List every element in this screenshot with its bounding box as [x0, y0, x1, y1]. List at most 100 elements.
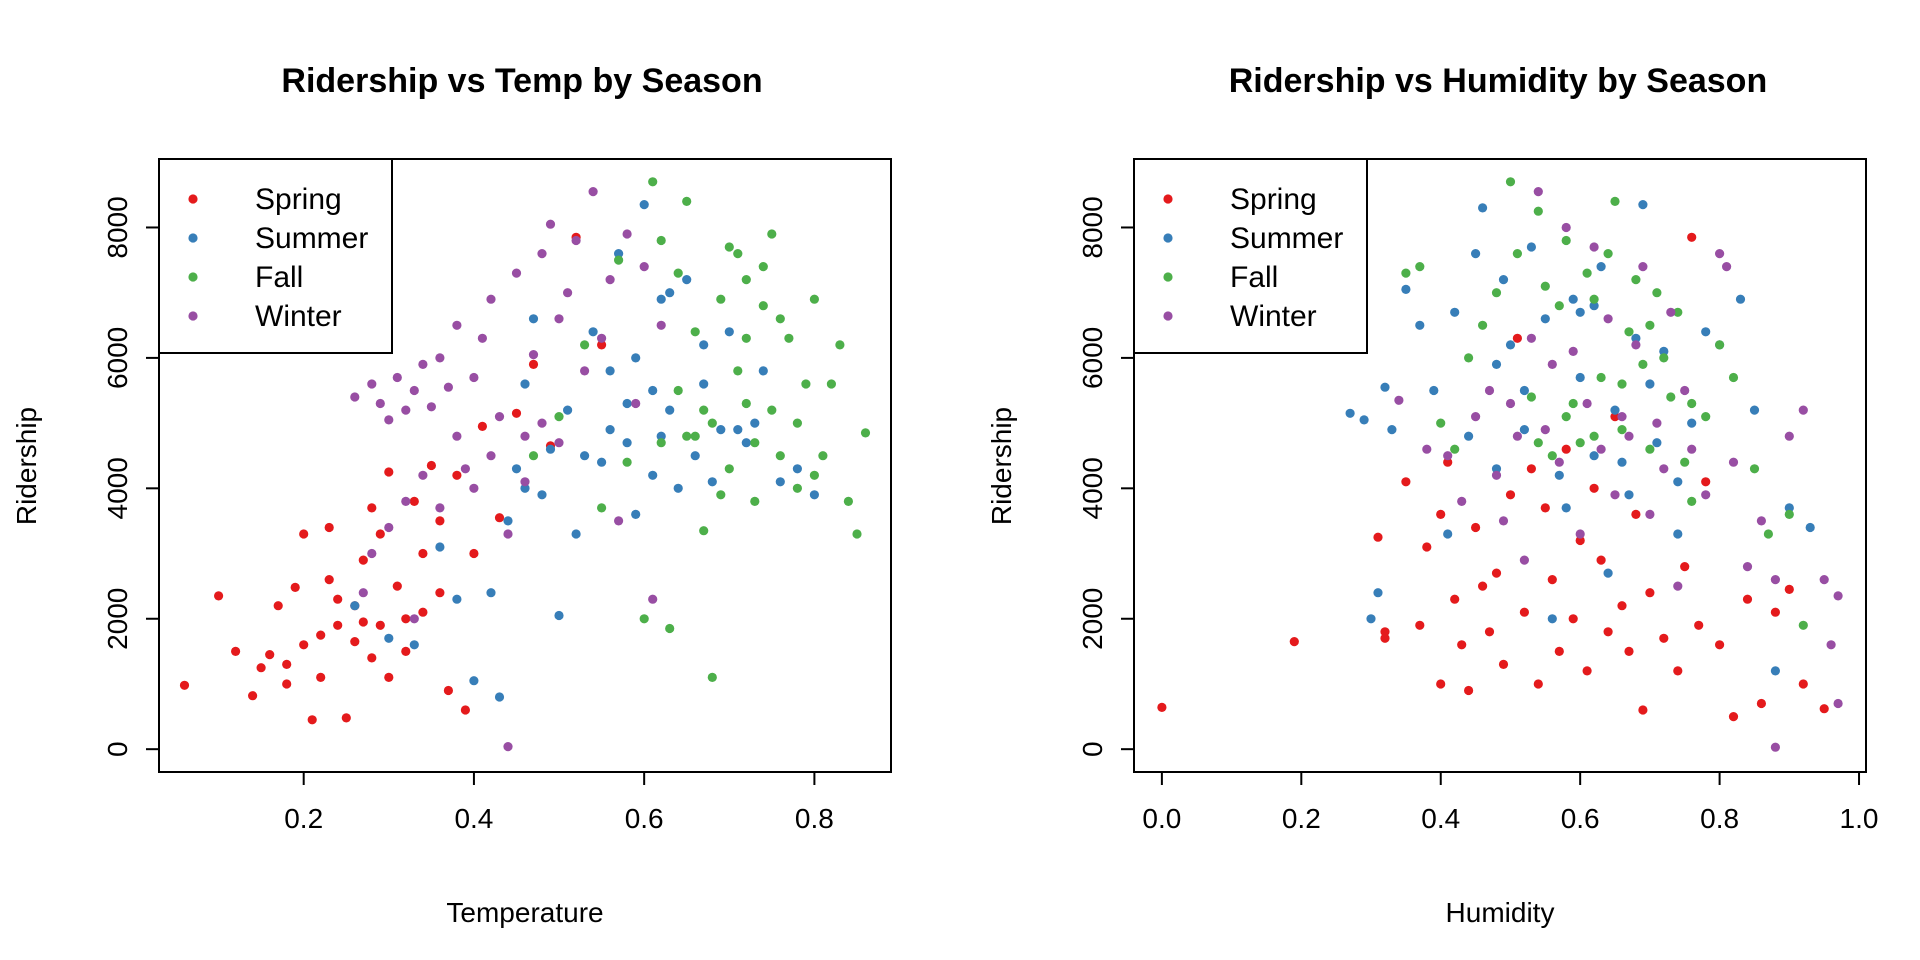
- point-spring: [1596, 555, 1606, 565]
- point-summer: [1471, 249, 1481, 259]
- point-winter: [1659, 464, 1669, 474]
- point-winter: [452, 320, 462, 330]
- point-spring: [477, 421, 487, 431]
- point-winter: [1617, 412, 1627, 422]
- point-winter: [537, 418, 547, 428]
- point-fall: [656, 235, 666, 246]
- point-summer: [690, 451, 700, 461]
- point-summer: [656, 431, 666, 441]
- point-spring: [214, 591, 224, 601]
- point-winter: [409, 614, 419, 624]
- point-fall: [1624, 327, 1634, 337]
- point-summer: [520, 379, 530, 389]
- point-fall: [1450, 444, 1460, 454]
- point-spring: [1380, 633, 1390, 643]
- point-spring: [1756, 698, 1766, 709]
- point-spring: [1673, 666, 1683, 676]
- point-fall: [801, 379, 811, 389]
- point-winter: [350, 392, 360, 402]
- point-fall: [809, 470, 820, 480]
- point-winter: [1833, 698, 1843, 709]
- point-winter: [1589, 242, 1599, 252]
- legend-box: [1133, 158, 1368, 354]
- y-tick-label: 2000: [1077, 588, 1108, 650]
- point-fall: [554, 412, 564, 422]
- point-spring: [358, 555, 368, 565]
- point-summer: [1519, 425, 1529, 435]
- legend-marker-fall: [188, 272, 198, 282]
- point-winter: [1533, 187, 1543, 197]
- point-winter: [418, 359, 428, 369]
- point-summer: [1387, 425, 1397, 435]
- point-spring: [1450, 594, 1460, 604]
- point-winter: [1728, 457, 1739, 467]
- point-fall: [784, 333, 794, 343]
- point-spring: [1631, 509, 1641, 519]
- point-spring: [384, 467, 394, 477]
- point-winter: [1715, 249, 1725, 259]
- point-spring: [460, 705, 470, 715]
- point-fall: [852, 529, 862, 539]
- point-winter: [1547, 359, 1557, 369]
- point-spring: [1582, 666, 1592, 676]
- x-axis-label: Humidity: [1446, 897, 1555, 928]
- y-tick-label: 8000: [1077, 196, 1108, 258]
- point-summer: [1805, 522, 1815, 533]
- point-summer: [724, 327, 734, 337]
- point-winter: [503, 742, 513, 752]
- point-spring: [409, 496, 419, 506]
- point-summer: [1589, 451, 1599, 461]
- point-summer: [537, 490, 547, 500]
- point-spring: [401, 646, 411, 657]
- point-winter: [367, 379, 377, 389]
- point-winter: [639, 262, 649, 272]
- point-summer: [350, 601, 360, 611]
- point-winter: [1582, 398, 1592, 409]
- point-summer: [588, 327, 598, 337]
- point-spring: [282, 659, 292, 670]
- point-summer: [1505, 340, 1516, 350]
- point-fall: [792, 483, 803, 493]
- point-summer: [758, 366, 768, 376]
- point-spring: [435, 516, 445, 526]
- point-fall: [1631, 275, 1641, 285]
- point-spring: [1819, 704, 1829, 714]
- point-winter: [1491, 470, 1502, 480]
- panel-temperature: Ridership vs Temp by Season 0.2 0.4 0.6 0.8…: [11, 62, 892, 928]
- point-summer: [1443, 529, 1453, 539]
- point-summer: [1429, 385, 1439, 396]
- point-fall: [707, 672, 717, 683]
- point-winter: [1457, 496, 1467, 506]
- point-summer: [699, 340, 709, 350]
- point-spring: [1491, 568, 1502, 578]
- point-summer: [409, 640, 419, 650]
- point-summer: [597, 457, 607, 467]
- point-summer: [1561, 503, 1571, 513]
- point-fall: [1763, 529, 1773, 539]
- point-fall: [1680, 457, 1690, 467]
- point-winter: [1484, 385, 1495, 396]
- point-spring: [333, 620, 343, 630]
- point-summer: [1645, 379, 1655, 389]
- legend-label-fall: Fall: [1230, 261, 1278, 294]
- point-summer: [494, 692, 505, 702]
- point-spring: [256, 663, 266, 673]
- point-winter: [1624, 431, 1634, 441]
- point-fall: [528, 451, 539, 461]
- point-winter: [648, 594, 658, 604]
- point-winter: [392, 372, 402, 383]
- point-summer: [673, 483, 683, 493]
- point-spring: [1443, 457, 1453, 467]
- point-spring: [1498, 659, 1509, 670]
- point-fall: [750, 438, 760, 448]
- point-winter: [605, 275, 615, 285]
- x-tick-label: 0.4: [454, 803, 493, 834]
- point-summer: [775, 477, 785, 487]
- point-spring: [1701, 477, 1711, 487]
- point-summer: [1596, 262, 1606, 272]
- point-fall: [1505, 177, 1516, 187]
- point-fall: [1666, 392, 1676, 402]
- y-tick-label: 2000: [102, 588, 133, 650]
- point-fall: [656, 438, 666, 448]
- point-summer: [614, 249, 624, 259]
